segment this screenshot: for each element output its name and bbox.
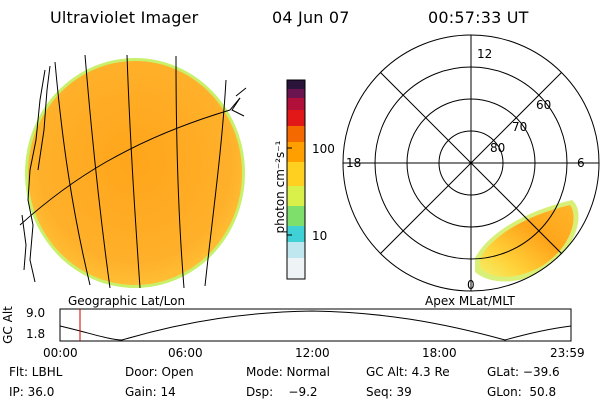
polar-plot [342, 34, 600, 292]
timeline-plot [59, 308, 572, 342]
apex-caption: Apex MLat/MLT [425, 294, 515, 308]
mlat-label-70: 70 [512, 120, 528, 134]
geographic-caption: Geographic Lat/Lon [68, 294, 186, 308]
earth-disk-image [25, 58, 245, 288]
status-glat: GLat: −39.6 [487, 365, 560, 379]
status-gain: Gain: 14 [125, 385, 176, 399]
timeline-xtick-1800: 18:00 [422, 346, 457, 360]
timeline-ytick-1-8: 1.8 [26, 327, 46, 341]
app-title: Ultraviolet Imager [50, 8, 199, 27]
timeline-xtick-0000: 00:00 [43, 346, 78, 360]
geographic-grid [19, 54, 247, 289]
timeline-ylabel-wrap: GC Alt [1, 302, 15, 348]
timeline-xtick-1200: 12:00 [295, 346, 330, 360]
status-glon: GLon: 50.8 [487, 385, 557, 399]
status-mode: Mode: Normal [246, 365, 330, 379]
date-label: 04 Jun 07 [272, 8, 350, 27]
status-dsp: Dsp: −9.2 [246, 385, 318, 399]
timeline-ylabel: GC Alt [1, 306, 15, 344]
mlt-label-18: 18 [346, 156, 362, 170]
coastline [21, 65, 51, 283]
colorbar-tick-10: 10 [312, 229, 328, 243]
colorbar [286, 79, 306, 280]
timeline-xtick-2359: 23:59 [550, 346, 585, 360]
status-filter: Flt: LBHL [9, 365, 63, 379]
time-label: 00:57:33 UT [428, 8, 529, 27]
timeline-ytick-9: 9.0 [26, 306, 46, 320]
colorbar-unit-label-wrap: photon cm⁻²s⁻¹ [270, 100, 287, 270]
mlt-label-6: 6 [577, 156, 585, 170]
status-ip: IP: 36.0 [9, 385, 55, 399]
mlt-label-12: 12 [477, 47, 493, 61]
status-gc-alt: GC Alt: 4.3 Re [366, 365, 450, 379]
colorbar-unit-label: photon cm⁻²s⁻¹ [273, 140, 287, 234]
status-seq: Seq: 39 [366, 385, 412, 399]
status-door: Door: Open [125, 365, 194, 379]
mlat-label-60: 60 [536, 98, 552, 112]
colorbar-tick-100: 100 [312, 142, 335, 156]
mlt-label-0: 0 [467, 278, 475, 292]
mlat-label-80: 80 [490, 141, 506, 155]
timeline-xtick-0600: 06:00 [168, 346, 203, 360]
